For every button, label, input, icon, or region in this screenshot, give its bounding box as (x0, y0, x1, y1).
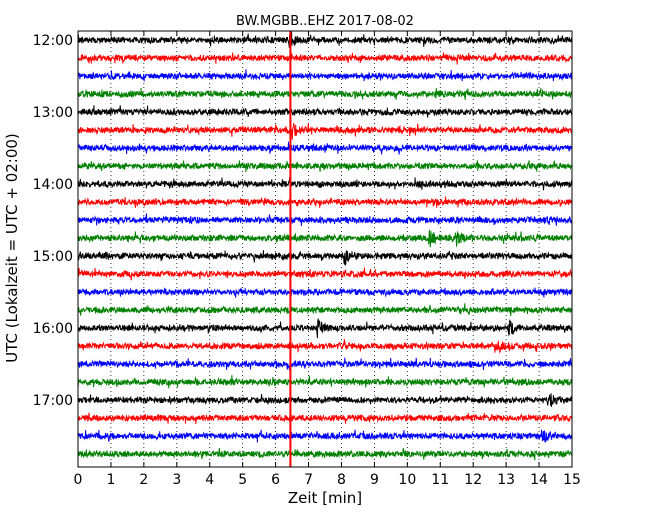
y-tick-label: 13:00 (33, 105, 73, 121)
trace-1630 (77, 357, 573, 371)
trace-1730 (77, 429, 573, 443)
y-axis-ticks: 12:00 13:00 14:00 15:00 16:00 17:00 (33, 33, 572, 409)
trace-1615 (77, 339, 573, 355)
trace-1600 (77, 318, 573, 339)
y-tick-label: 16:00 (33, 321, 73, 337)
x-tick-label: 11 (431, 472, 449, 488)
x-tick-label: 7 (304, 472, 313, 488)
trace-1315 (77, 123, 573, 140)
y-axis-label: UTC (Lokalzeit = UTC + 02:00) (3, 133, 21, 363)
x-tick-label: 13 (497, 472, 515, 488)
trace-1215 (77, 52, 573, 65)
trace-1245 (77, 87, 573, 101)
x-tick-label: 4 (205, 472, 214, 488)
trace-1300 (77, 105, 573, 118)
x-axis-label: Zeit [min] (288, 489, 362, 507)
y-tick-label: 12:00 (33, 33, 73, 49)
trace-1645 (77, 375, 573, 389)
trace-1400 (77, 177, 573, 191)
trace-1545 (77, 303, 573, 317)
x-tick-label: 6 (271, 472, 280, 488)
trace-1500 (77, 250, 573, 267)
x-tick-label: 0 (74, 472, 83, 488)
x-axis-ticks: 0 1 2 3 4 5 6 7 8 9 10 11 12 13 14 15 (74, 31, 581, 488)
trace-1345 (77, 160, 573, 173)
plot-frame (77, 30, 573, 468)
x-tick-label: 2 (139, 472, 148, 488)
trace-1330 (77, 141, 573, 155)
y-tick-label: 15:00 (33, 249, 73, 265)
trace-1430 (77, 213, 573, 227)
trace-1715 (77, 412, 573, 424)
trace-1700 (77, 393, 573, 407)
x-tick-label: 12 (464, 472, 482, 488)
trace-1530 (77, 286, 573, 298)
x-tick-label: 8 (337, 472, 346, 488)
y-tick-label: 14:00 (33, 177, 73, 193)
y-tick-label: 17:00 (33, 393, 73, 409)
trace-1515 (77, 267, 573, 281)
seismic-traces (77, 31, 573, 461)
trace-1200 (77, 31, 573, 48)
x-tick-label: 14 (530, 472, 548, 488)
trace-1745 (77, 447, 573, 461)
x-tick-label: 1 (106, 472, 115, 488)
trace-1230 (77, 69, 573, 82)
chart-title: BW.MGBB..EHZ 2017-08-02 (236, 14, 414, 29)
x-tick-label: 5 (238, 472, 247, 488)
x-tick-label: 9 (370, 472, 379, 488)
x-tick-label: 3 (172, 472, 181, 488)
x-tick-label: 15 (563, 472, 581, 488)
trace-1445 (77, 229, 573, 248)
trace-1415 (77, 196, 573, 208)
x-tick-label: 10 (398, 472, 416, 488)
